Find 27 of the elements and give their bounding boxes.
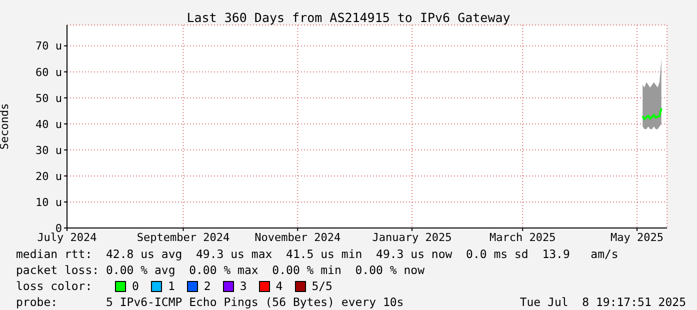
- text: packet loss: 0.00 % avg 0.00 % max 0.00 % min 0.00 % now: [16, 262, 426, 278]
- x-tick-label: January 2025: [372, 230, 452, 244]
- y-tick-label: 20 u: [36, 170, 62, 183]
- chart-title: Last 360 Days from AS214915 to IPv6 Gateway: [186, 10, 512, 25]
- y-tick-label: 40 u: [36, 118, 62, 131]
- line-series: [642, 107, 662, 120]
- y-tick-label: 30 u: [36, 144, 62, 157]
- legend-label: 3: [238, 278, 247, 294]
- x-tick-label: May 2025: [610, 230, 664, 244]
- legend-label: 1: [166, 278, 175, 294]
- legend-title: loss color:: [16, 278, 94, 294]
- y-tick-label: 50 u: [36, 92, 62, 105]
- x-tick-label: November 2024: [254, 230, 342, 244]
- y-tick-label: 60 u: [36, 66, 62, 79]
- text: probe: 5 IPv6-ICMP Echo Pings (56 Bytes) every 10s: [16, 294, 404, 310]
- legend-label: 0: [131, 278, 139, 294]
- legend-label: 2: [202, 278, 211, 294]
- y-tick-label: 70 u: [36, 40, 62, 53]
- text: Tue Jul 8 19:17:51 2025: [520, 294, 686, 310]
- y-tick-label: 0: [55, 222, 62, 235]
- legend-label: 5/5: [310, 278, 332, 294]
- x-tick-label: March 2025: [490, 230, 556, 244]
- text: median rtt: 42.8 us avg 49.3 us max 41.5 us min 49.3 us now 0.0 ms sd 13.9 am/s: [16, 246, 620, 262]
- y-tick-label: 10 u: [36, 196, 62, 209]
- y-axis-title: Seconds: [0, 103, 11, 150]
- legend-label: 4: [274, 278, 283, 294]
- x-tick-label: September 2024: [136, 230, 230, 244]
